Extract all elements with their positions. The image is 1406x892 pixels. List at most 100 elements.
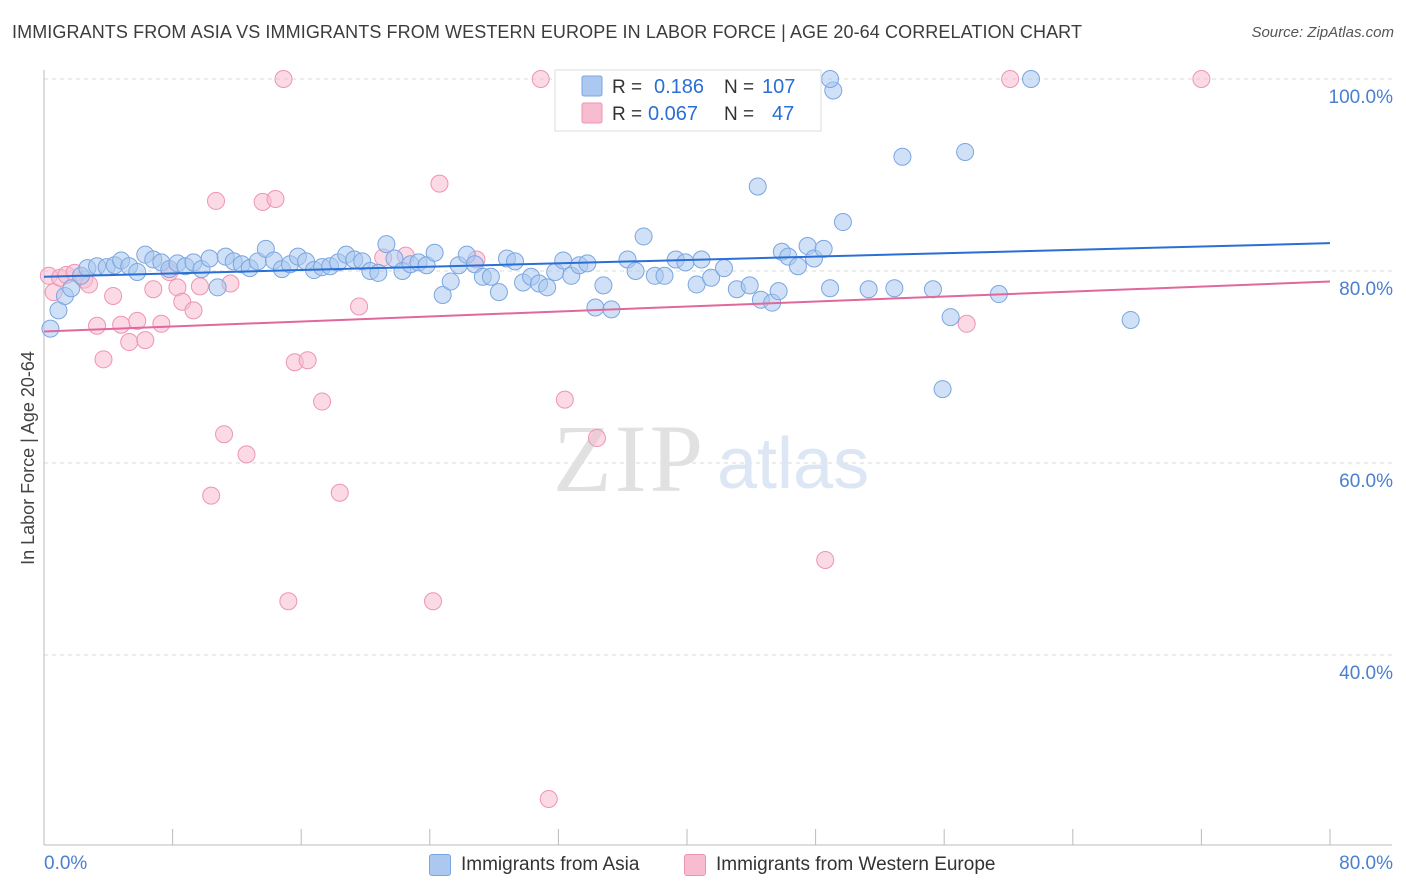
data-point [350,297,369,316]
data-point [120,333,139,352]
data-point [957,314,976,333]
data-point [274,70,293,88]
legend-weu-n-label: N = [724,104,754,125]
legend-weu-r-value: 0.067 [648,103,698,125]
y-tick-labels: 40.0% 60.0% 80.0% 100.0% [1329,87,1394,684]
data-point [330,483,349,502]
data-point [88,316,107,335]
legend-bottom: Immigrants from Asia Immigrants from Wes… [0,851,1406,879]
data-point [441,272,460,291]
trend-lines [43,242,1331,333]
data-point [208,278,227,297]
data-point [941,308,960,327]
data-point [200,249,219,268]
watermark-atlas: atlas [717,424,869,504]
data-point [1192,70,1211,88]
data-point [425,243,444,262]
grid-lines [44,78,1392,656]
data-point [266,190,285,208]
data-point [190,277,209,296]
data-point [128,262,147,281]
data-point [814,239,833,258]
legend-weu-swatch [581,102,603,124]
data-point [94,350,113,369]
data-point [424,592,443,611]
data-point [41,319,60,338]
y-tick-label-100: 100.0% [1329,87,1394,108]
data-point [279,592,298,611]
data-point [821,279,840,298]
x-tick-marks [172,829,1331,845]
watermark: ZIP atlas [553,405,869,512]
data-point [933,380,952,399]
data-point [626,262,645,280]
data-point [377,235,396,254]
legend-asia-r-label: R = [612,77,642,98]
data-point [788,257,807,276]
data-point [481,267,500,286]
legend-asia-swatch [581,75,603,97]
data-point [539,790,558,808]
y-tick-label-40: 40.0% [1339,663,1393,684]
data-point [144,280,163,299]
data-point [1022,70,1041,88]
legend-item-asia[interactable]: Immigrants from Asia [429,851,639,879]
legend-weu-label: Immigrants from Western Europe [716,854,996,875]
data-point [1121,310,1140,329]
y-tick-label-80: 80.0% [1339,279,1393,300]
data-point [885,279,904,298]
data-point [769,282,788,301]
data-point [313,392,332,411]
legend-asia-n-label: N = [724,77,754,98]
legend-weu-n-value: 47 [772,103,794,125]
data-point [430,174,449,193]
data-point [112,315,131,334]
data-point [740,276,759,295]
data-point [714,259,733,278]
data-point [956,142,975,161]
data-point [748,177,767,196]
data-point [62,279,81,298]
data-point [215,425,234,444]
x-tick-label-max: 80.0% [1339,853,1393,874]
data-point [136,331,155,350]
data-point [531,70,550,88]
data-point [237,445,256,464]
data-point [655,266,674,285]
data-point [128,311,147,330]
legend-top: R = 0.186 N = 107 R = 0.067 N = 47 [554,69,822,132]
data-point [634,227,653,246]
data-point [586,298,605,317]
legend-item-weu[interactable]: Immigrants from Western Europe [684,851,995,879]
data-point [821,70,840,88]
data-point [104,286,123,305]
legend-weu-swatch-bottom [684,854,706,876]
trend-line-asia [43,242,1331,278]
legend-asia-label: Immigrants from Asia [461,854,640,875]
data-point [538,278,557,297]
chart-title: IMMIGRANTS FROM ASIA VS IMMIGRANTS FROM … [12,22,1083,42]
data-point [489,283,508,302]
y-axis-label: In Labor Force | Age 20-64 [18,351,38,565]
data-point [594,276,613,295]
data-point [207,191,226,210]
data-point [202,486,221,505]
legend-asia-swatch-bottom [429,854,451,876]
legend-weu-r-label: R = [612,104,642,125]
data-point [505,252,524,271]
data-point [833,213,852,232]
data-point [893,147,912,166]
data-point [298,351,317,370]
data-point [555,390,574,409]
watermark-zip: ZIP [553,405,706,512]
source-label: Source: ZipAtlas.com [1251,24,1394,41]
data-point [152,314,171,333]
data-point [816,550,835,569]
y-tick-label-60: 60.0% [1339,471,1393,492]
data-point [587,429,606,448]
trend-line-weu [43,280,1331,333]
legend-asia-n-value: 107 [762,76,795,98]
data-point [184,301,203,320]
data-point [702,268,721,287]
x-tick-label-min: 0.0% [44,853,87,874]
